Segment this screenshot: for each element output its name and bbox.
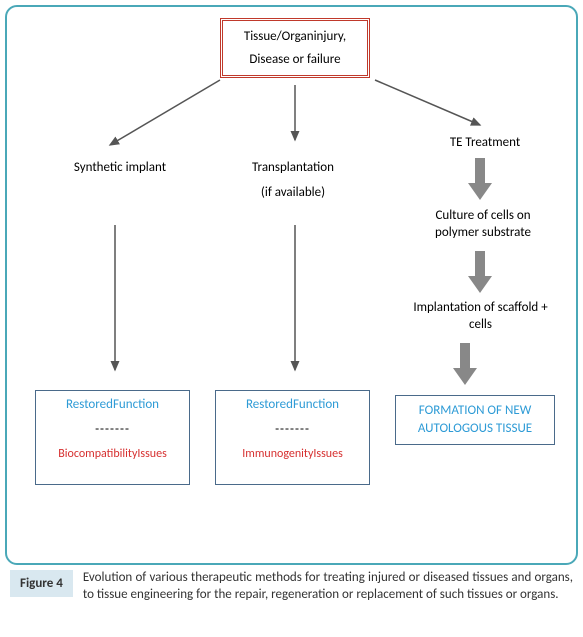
res2-sep: -------: [220, 422, 365, 437]
arrow-root-left: [100, 75, 230, 155]
figure-label: Figure 4: [10, 570, 73, 597]
node-root: Tissue/Organinjury, Disease or failure: [220, 18, 370, 78]
res2-title: RestoredFunction: [220, 397, 365, 412]
node-te: TE Treatment: [430, 135, 540, 150]
node-transplant: Transplantation (if available): [228, 160, 358, 200]
node-culture: Culture of cells on polymer substrate: [418, 208, 548, 242]
res1-issue: BiocompatibilityIssues: [40, 447, 185, 461]
arrow-root-right: [365, 75, 495, 135]
root-line2: Disease or failure: [239, 52, 351, 67]
res1-sep: -------: [40, 422, 185, 437]
node-implant: Implantation of scaffold + cells: [398, 300, 563, 334]
synthetic-label: Synthetic implant: [74, 160, 166, 175]
thick-arrow-culture-implant: [465, 248, 495, 298]
root-line1: Tissue/Organinjury,: [239, 29, 351, 44]
figure-caption-text: Evolution of various therapeutic methods…: [83, 570, 573, 604]
node-result-1: RestoredFunction ------- Biocompatibilit…: [35, 390, 190, 485]
final-l2: AUTOLOGOUS TISSUE: [400, 420, 550, 438]
node-synthetic: Synthetic implant: [55, 160, 185, 175]
implant-l1: Implantation of scaffold +: [398, 300, 563, 317]
res2-issue: ImmunogenityIssues: [220, 447, 365, 461]
te-label: TE Treatment: [450, 135, 520, 150]
arrow-transplant-down: [280, 220, 310, 380]
node-final: FORMATION OF NEW AUTOLOGOUS TISSUE: [395, 395, 555, 445]
arrow-synthetic-down: [100, 220, 130, 380]
transplant-l2: (if available): [228, 185, 358, 200]
thick-arrow-implant-final: [450, 340, 480, 392]
implant-l2: cells: [398, 317, 563, 334]
culture-l1: Culture of cells on: [418, 208, 548, 225]
node-result-2: RestoredFunction ------- ImmunogenityIss…: [215, 390, 370, 485]
arrow-root-mid: [280, 80, 310, 150]
res1-title: RestoredFunction: [40, 397, 185, 412]
final-l1: FORMATION OF NEW: [400, 402, 550, 420]
transplant-l1: Transplantation: [228, 160, 358, 175]
figure-caption: Figure 4 Evolution of various therapeuti…: [10, 570, 573, 604]
thick-arrow-te-culture: [465, 155, 495, 205]
culture-l2: polymer substrate: [418, 225, 548, 242]
